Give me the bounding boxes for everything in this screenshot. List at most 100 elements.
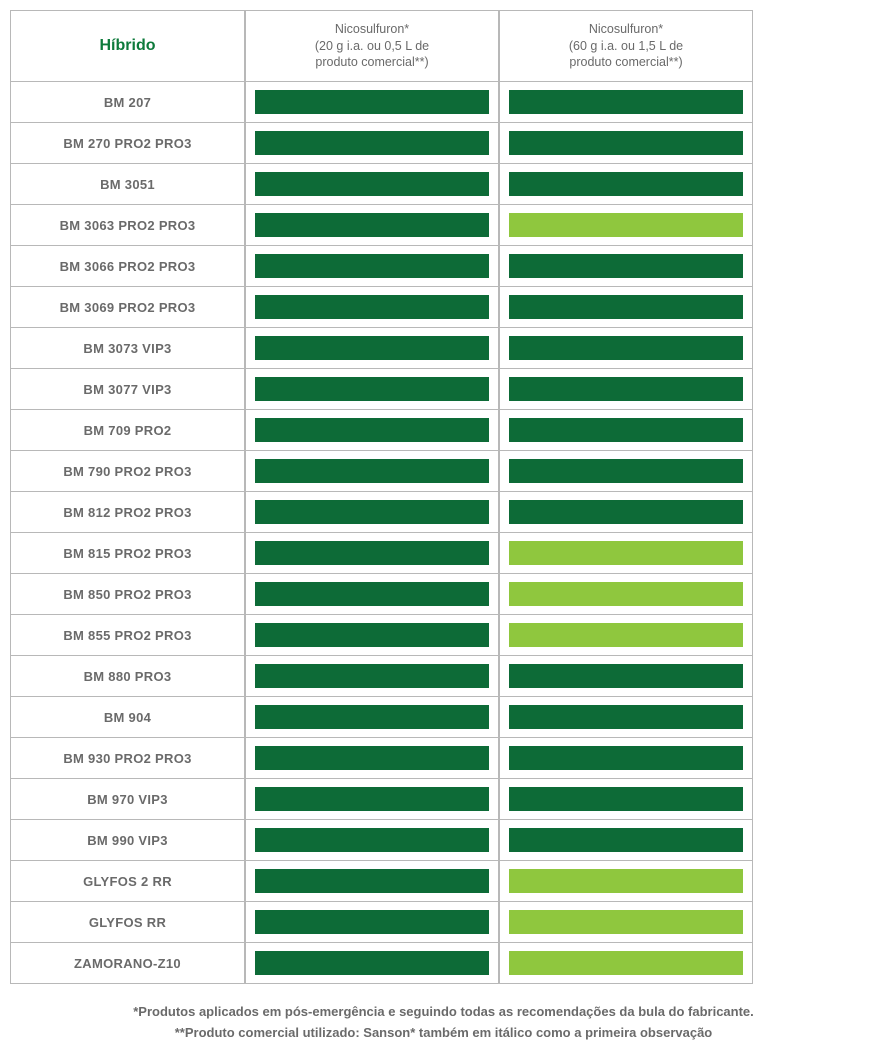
hybrid-name-cell: BM 709 PRO2 [10,410,245,451]
dose-high-cell [499,738,753,779]
hybrid-name-label: BM 812 PRO2 PRO3 [63,505,191,520]
dose-high-cell [499,164,753,205]
hybrid-name-cell: BM 3066 PRO2 PRO3 [10,246,245,287]
tolerance-bar-low [255,869,489,893]
table-row: BM 270 PRO2 PRO3 [10,123,877,164]
hybrid-name-label: BM 880 PRO3 [84,669,172,684]
table-row: BM 3073 VIP3 [10,328,877,369]
hybrid-name-cell: BM 3051 [10,164,245,205]
header-dose-high: Nicosulfuron* (60 g i.a. ou 1,5 L de pro… [499,10,753,82]
footnote-2: **Produto comercial utilizado: Sanson* t… [10,1023,877,1043]
table-row: BM 990 VIP3 [10,820,877,861]
hybrid-name-label: GLYFOS 2 RR [83,874,172,889]
tolerance-bar-low [255,172,489,196]
hybrid-name-cell: BM 207 [10,82,245,123]
table-row: GLYFOS 2 RR [10,861,877,902]
tolerance-bar-high [509,582,743,606]
table-row: BM 3077 VIP3 [10,369,877,410]
table-row: BM 880 PRO3 [10,656,877,697]
tolerance-bar-high [509,951,743,975]
tolerance-bar-high [509,910,743,934]
hybrid-name-label: BM 207 [104,95,151,110]
dose-high-cell [499,451,753,492]
tolerance-bar-high [509,377,743,401]
table-row: BM 3051 [10,164,877,205]
dose-low-cell [245,820,499,861]
tolerance-bar-high [509,172,743,196]
tolerance-bar-high [509,418,743,442]
header-dose-high-line3: produto comercial**) [569,54,682,71]
dose-high-cell [499,697,753,738]
dose-low-cell [245,123,499,164]
tolerance-bar-high [509,828,743,852]
hybrid-name-label: BM 709 PRO2 [84,423,172,438]
dose-high-cell [499,246,753,287]
dose-high-cell [499,615,753,656]
hybrid-name-cell: BM 880 PRO3 [10,656,245,697]
table-row: ZAMORANO-Z10 [10,943,877,984]
hybrid-name-cell: BM 3073 VIP3 [10,328,245,369]
tolerance-bar-high [509,746,743,770]
hybrid-name-cell: GLYFOS RR [10,902,245,943]
tolerance-bar-low [255,582,489,606]
dose-high-cell [499,205,753,246]
header-dose-low-line2: (20 g i.a. ou 0,5 L de [315,38,429,55]
tolerance-bar-low [255,910,489,934]
header-dose-low-line3: produto comercial**) [315,54,428,71]
table-row: BM 3066 PRO2 PRO3 [10,246,877,287]
dose-high-cell [499,82,753,123]
tolerance-bar-high [509,705,743,729]
hybrid-name-cell: ZAMORANO-Z10 [10,943,245,984]
tolerance-bar-high [509,541,743,565]
dose-high-cell [499,410,753,451]
table-row: BM 790 PRO2 PRO3 [10,451,877,492]
tolerance-bar-low [255,705,489,729]
herbicide-table: Híbrido Nicosulfuron* (20 g i.a. ou 0,5 … [10,10,877,984]
dose-high-cell [499,287,753,328]
tolerance-bar-high [509,295,743,319]
dose-low-cell [245,164,499,205]
herbicide-table-container: Híbrido Nicosulfuron* (20 g i.a. ou 0,5 … [10,10,877,1043]
hybrid-name-label: BM 790 PRO2 PRO3 [63,464,191,479]
dose-low-cell [245,861,499,902]
dose-high-cell [499,369,753,410]
dose-low-cell [245,615,499,656]
tolerance-bar-low [255,90,489,114]
header-dose-low-line1: Nicosulfuron* [335,21,409,38]
dose-low-cell [245,205,499,246]
hybrid-name-label: BM 3051 [100,177,155,192]
dose-high-cell [499,902,753,943]
table-row: BM 812 PRO2 PRO3 [10,492,877,533]
hybrid-name-label: BM 930 PRO2 PRO3 [63,751,191,766]
hybrid-name-label: BM 904 [104,710,151,725]
hybrid-name-cell: BM 855 PRO2 PRO3 [10,615,245,656]
dose-low-cell [245,246,499,287]
table-row: BM 3063 PRO2 PRO3 [10,205,877,246]
tolerance-bar-low [255,131,489,155]
tolerance-bar-low [255,377,489,401]
hybrid-name-label: ZAMORANO-Z10 [74,956,181,971]
hybrid-name-cell: BM 850 PRO2 PRO3 [10,574,245,615]
dose-high-cell [499,656,753,697]
tolerance-bar-high [509,90,743,114]
tolerance-bar-low [255,951,489,975]
dose-low-cell [245,656,499,697]
tolerance-bar-high [509,336,743,360]
tolerance-bar-high [509,500,743,524]
dose-high-cell [499,123,753,164]
hybrid-name-cell: BM 3077 VIP3 [10,369,245,410]
hybrid-name-label: BM 850 PRO2 PRO3 [63,587,191,602]
header-hibrido: Híbrido [10,10,245,82]
tolerance-bar-low [255,787,489,811]
dose-low-cell [245,574,499,615]
hybrid-name-cell: GLYFOS 2 RR [10,861,245,902]
table-row: BM 855 PRO2 PRO3 [10,615,877,656]
dose-high-cell [499,574,753,615]
tolerance-bar-high [509,623,743,647]
dose-high-cell [499,779,753,820]
tolerance-bar-low [255,254,489,278]
table-row: BM 3069 PRO2 PRO3 [10,287,877,328]
hybrid-name-cell: BM 815 PRO2 PRO3 [10,533,245,574]
hybrid-name-label: GLYFOS RR [89,915,166,930]
tolerance-bar-low [255,295,489,319]
